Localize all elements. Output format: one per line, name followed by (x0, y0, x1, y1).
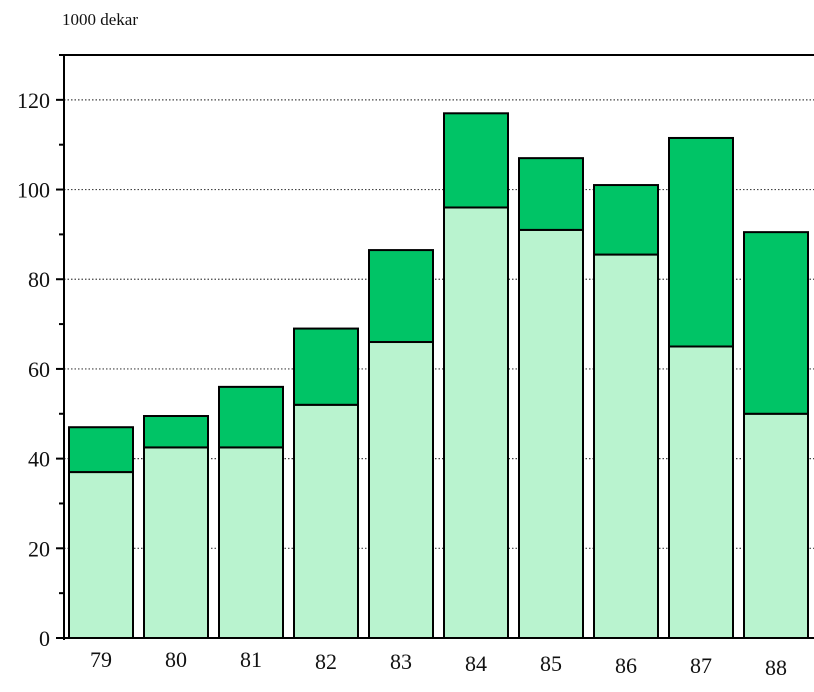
x-tick-label-84: 84 (465, 651, 487, 676)
gridlines (64, 99, 814, 549)
bar-83-segment-1 (368, 341, 434, 639)
y-tick-label-120: 120 (17, 88, 50, 113)
bar-79-segment-1 (68, 471, 134, 640)
y-tick-label-60: 60 (28, 357, 50, 382)
bar-79-segment-2 (68, 426, 134, 474)
bar-86-segment-1 (593, 253, 659, 639)
y-tick-label-0: 0 (39, 626, 50, 651)
axes (56, 54, 814, 640)
y-tick-label-80: 80 (28, 267, 50, 292)
bars (68, 112, 809, 640)
bar-84-segment-1 (443, 206, 509, 639)
y-tick-label-20: 20 (28, 536, 50, 561)
bar-82-segment-1 (293, 403, 359, 639)
x-tick-label-79: 79 (90, 647, 112, 672)
bar-80-segment-2 (143, 415, 209, 449)
x-tick-label-81: 81 (240, 647, 262, 672)
bar-87-segment-1 (668, 345, 734, 639)
bar-80-segment-1 (143, 446, 209, 639)
bar-85-segment-1 (518, 228, 584, 639)
bar-88-segment-1 (743, 412, 809, 639)
tick-labels: 0 20 40 60 80 100 120 79 80 81 82 83 84 85 86 87 88 (17, 88, 787, 680)
bar-81-segment-1 (218, 446, 284, 639)
bar-82-segment-2 (293, 327, 359, 406)
y-axis-unit-label: 1000 dekar (62, 10, 139, 29)
bar-83-segment-2 (368, 249, 434, 344)
bar-81-segment-2 (218, 385, 284, 449)
y-tick-label-40: 40 (28, 447, 50, 472)
bar-88-segment-2 (743, 231, 809, 415)
bar-86-segment-2 (593, 184, 659, 256)
x-tick-label-82: 82 (315, 649, 337, 674)
x-tick-label-88: 88 (765, 655, 787, 680)
y-tick-label-100: 100 (17, 178, 50, 203)
bar-84-segment-2 (443, 112, 509, 209)
x-tick-label-87: 87 (690, 653, 712, 678)
x-tick-label-86: 86 (615, 653, 637, 678)
x-tick-label-85: 85 (540, 651, 562, 676)
x-tick-label-83: 83 (390, 649, 412, 674)
bar-87-segment-2 (668, 136, 734, 348)
bar-85-segment-2 (518, 157, 584, 231)
x-tick-label-80: 80 (165, 647, 187, 672)
